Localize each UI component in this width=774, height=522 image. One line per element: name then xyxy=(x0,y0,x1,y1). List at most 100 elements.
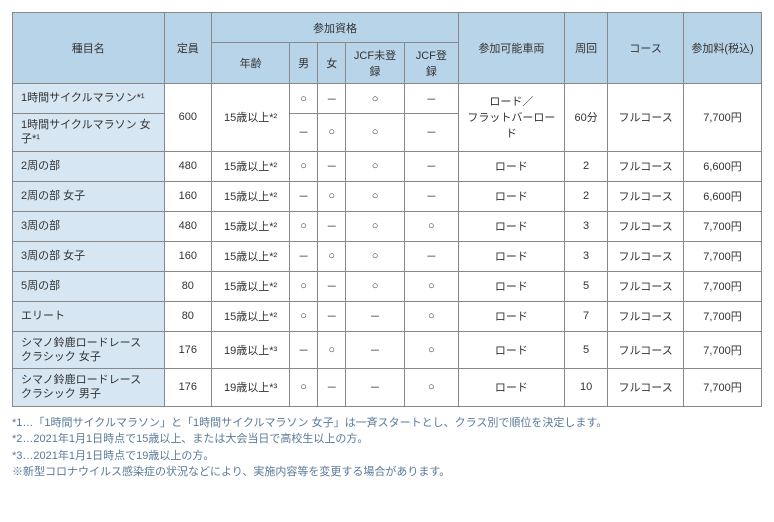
cell-course: フルコース xyxy=(608,211,684,241)
cell-jcf-reg: － xyxy=(404,241,458,271)
table-row: 2周の部 480 15歳以上*² ○ － ○ － ロード 2 フルコース 6,6… xyxy=(13,151,762,181)
cell-capacity: 80 xyxy=(164,301,212,331)
cell-vehicle: ロード xyxy=(458,181,564,211)
cell-jcf-reg: ○ xyxy=(404,369,458,407)
cell-female: ○ xyxy=(318,181,346,211)
table-row: 2周の部 女子 160 15歳以上*² － ○ ○ － ロード 2 フルコース … xyxy=(13,181,762,211)
footnote-3: *3…2021年1月1日時点で19歳以上の方。 xyxy=(12,448,762,465)
cell-jcf-unreg: － xyxy=(346,331,404,369)
cell-age: 19歳以上*³ xyxy=(212,369,290,407)
cell-female: ○ xyxy=(318,331,346,369)
cell-jcf-reg: － xyxy=(404,84,458,114)
cell-course: フルコース xyxy=(608,151,684,181)
cell-laps: 5 xyxy=(564,331,607,369)
cell-jcf-reg: － xyxy=(404,151,458,181)
cell-vehicle: ロード xyxy=(458,151,564,181)
cell-fee: 7,700円 xyxy=(683,331,761,369)
cell-capacity: 176 xyxy=(164,331,212,369)
cell-laps: 5 xyxy=(564,271,607,301)
cell-jcf-unreg: ○ xyxy=(346,114,404,152)
cell-capacity: 160 xyxy=(164,241,212,271)
th-vehicle: 参加可能車両 xyxy=(458,13,564,84)
table-row: 3周の部 女子 160 15歳以上*² － ○ ○ － ロード 3 フルコース … xyxy=(13,241,762,271)
cell-capacity: 600 xyxy=(164,84,212,152)
cell-jcf-reg: ○ xyxy=(404,301,458,331)
cell-laps: 3 xyxy=(564,211,607,241)
cell-age: 15歳以上*² xyxy=(212,151,290,181)
cell-vehicle: ロード xyxy=(458,211,564,241)
cell-jcf-reg: － xyxy=(404,181,458,211)
th-qualifications: 参加資格 xyxy=(212,13,459,43)
cell-female: － xyxy=(318,151,346,181)
th-male: 男 xyxy=(290,43,318,84)
cell-male: － xyxy=(290,114,318,152)
footnote-2: *2…2021年1月1日時点で15歳以上、または大会当日で高校生以上の方。 xyxy=(12,431,762,448)
cell-age: 15歳以上*² xyxy=(212,301,290,331)
cell-vehicle: ロード xyxy=(458,241,564,271)
table-row: エリート 80 15歳以上*² ○ － － ○ ロード 7 フルコース 7,70… xyxy=(13,301,762,331)
cell-name: シマノ鈴鹿ロードレース クラシック 女子 xyxy=(13,331,165,369)
cell-jcf-unreg: ○ xyxy=(346,84,404,114)
cell-fee: 7,700円 xyxy=(683,211,761,241)
cell-fee: 7,700円 xyxy=(683,301,761,331)
cell-laps: 7 xyxy=(564,301,607,331)
table-row: シマノ鈴鹿ロードレース クラシック 男子 176 19歳以上*³ ○ － － ○… xyxy=(13,369,762,407)
cell-laps: 60分 xyxy=(564,84,607,152)
cell-name: 1時間サイクルマラソン*¹ xyxy=(13,84,165,114)
cell-laps: 2 xyxy=(564,181,607,211)
cell-male: － xyxy=(290,331,318,369)
cell-vehicle: ロード xyxy=(458,301,564,331)
cell-vehicle: ロード xyxy=(458,331,564,369)
table-row: 3周の部 480 15歳以上*² ○ － ○ ○ ロード 3 フルコース 7,7… xyxy=(13,211,762,241)
cell-fee: 7,700円 xyxy=(683,241,761,271)
cell-jcf-unreg: ○ xyxy=(346,271,404,301)
footnotes: *1…「1時間サイクルマラソン」と「1時間サイクルマラソン 女子」は一斉スタート… xyxy=(12,415,762,481)
cell-name: 3周の部 女子 xyxy=(13,241,165,271)
cell-female: － xyxy=(318,84,346,114)
cell-course: フルコース xyxy=(608,271,684,301)
th-jcf-reg: JCF登録 xyxy=(404,43,458,84)
footnote-1: *1…「1時間サイクルマラソン」と「1時間サイクルマラソン 女子」は一斉スタート… xyxy=(12,415,762,432)
cell-fee: 7,700円 xyxy=(683,271,761,301)
cell-age: 15歳以上*² xyxy=(212,271,290,301)
cell-jcf-unreg: － xyxy=(346,301,404,331)
cell-age: 15歳以上*² xyxy=(212,241,290,271)
event-table: 種目名 定員 参加資格 参加可能車両 周回 コース 参加料(税込) 年齢 男 女… xyxy=(12,12,762,407)
cell-jcf-unreg: ○ xyxy=(346,241,404,271)
th-jcf-unreg: JCF未登録 xyxy=(346,43,404,84)
cell-capacity: 80 xyxy=(164,271,212,301)
cell-laps: 2 xyxy=(564,151,607,181)
cell-male: ○ xyxy=(290,151,318,181)
cell-course: フルコース xyxy=(608,241,684,271)
th-laps: 周回 xyxy=(564,13,607,84)
cell-name: 2周の部 xyxy=(13,151,165,181)
cell-male: － xyxy=(290,241,318,271)
cell-capacity: 160 xyxy=(164,181,212,211)
cell-jcf-unreg: ○ xyxy=(346,211,404,241)
cell-female: － xyxy=(318,211,346,241)
cell-male: ○ xyxy=(290,211,318,241)
cell-female: － xyxy=(318,301,346,331)
th-female: 女 xyxy=(318,43,346,84)
cell-course: フルコース xyxy=(608,84,684,152)
cell-male: ○ xyxy=(290,271,318,301)
cell-fee: 7,700円 xyxy=(683,84,761,152)
cell-vehicle: ロード xyxy=(458,369,564,407)
th-name: 種目名 xyxy=(13,13,165,84)
cell-age: 15歳以上*² xyxy=(212,181,290,211)
th-age: 年齢 xyxy=(212,43,290,84)
th-capacity: 定員 xyxy=(164,13,212,84)
cell-capacity: 176 xyxy=(164,369,212,407)
cell-capacity: 480 xyxy=(164,211,212,241)
cell-female: － xyxy=(318,271,346,301)
cell-name: 3周の部 xyxy=(13,211,165,241)
cell-age: 19歳以上*³ xyxy=(212,331,290,369)
th-fee: 参加料(税込) xyxy=(683,13,761,84)
cell-jcf-unreg: ○ xyxy=(346,181,404,211)
cell-course: フルコース xyxy=(608,331,684,369)
cell-fee: 6,600円 xyxy=(683,181,761,211)
cell-jcf-reg: ○ xyxy=(404,211,458,241)
cell-fee: 6,600円 xyxy=(683,151,761,181)
cell-name: 2周の部 女子 xyxy=(13,181,165,211)
cell-male: ○ xyxy=(290,84,318,114)
